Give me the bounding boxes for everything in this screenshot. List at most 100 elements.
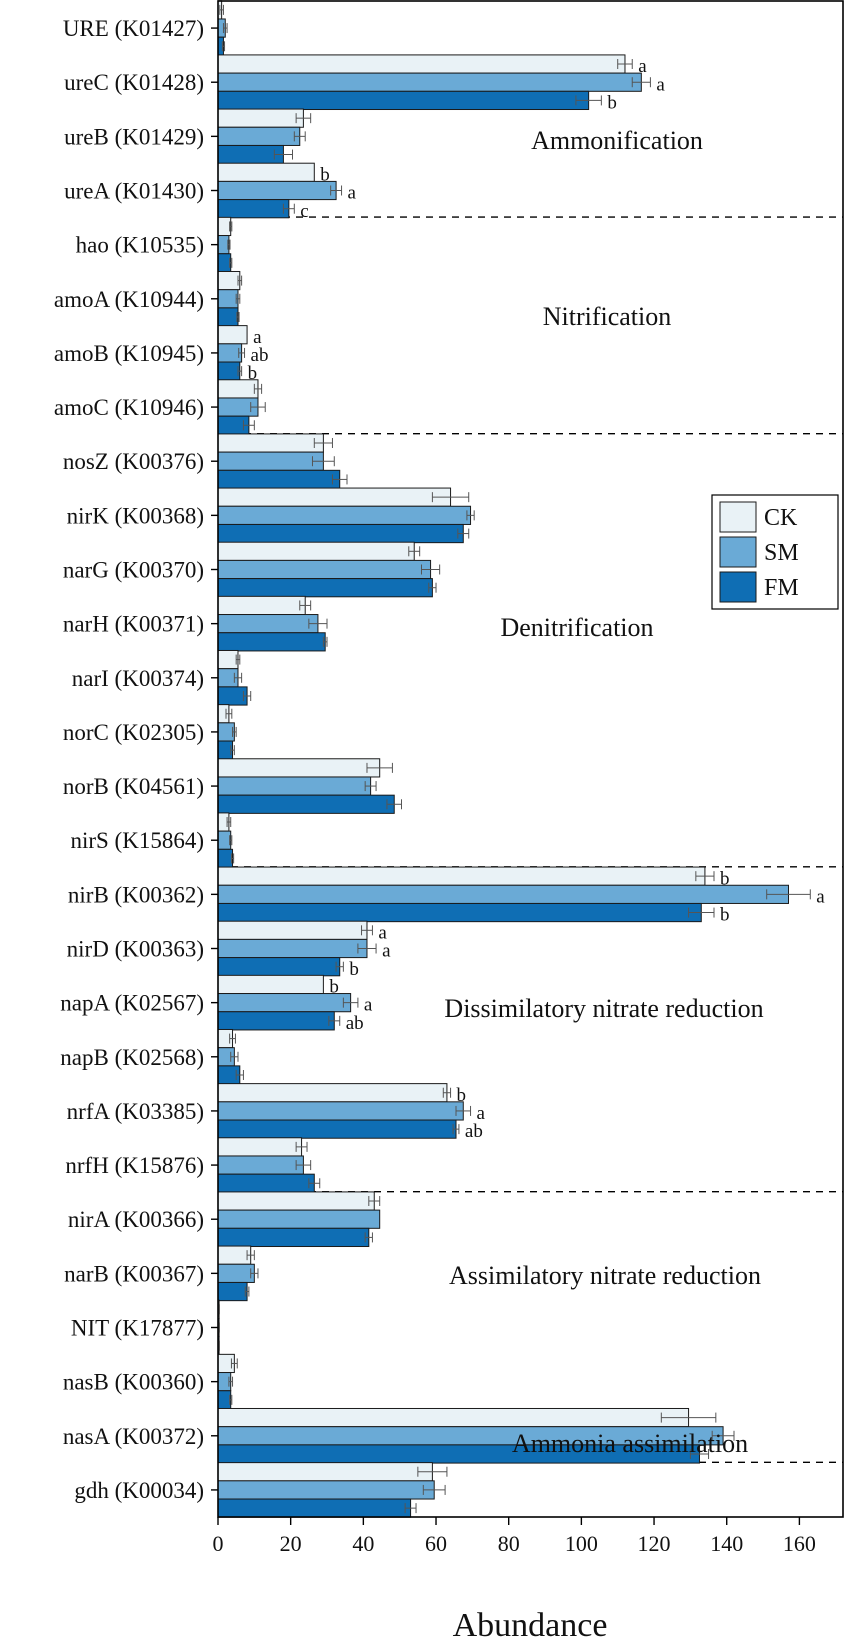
- bar-sm: [217, 1155, 304, 1175]
- bar-ck: [217, 595, 306, 616]
- gene-label: narG (K00370): [63, 558, 204, 583]
- bar-fm: [217, 199, 290, 219]
- significance-label: b: [329, 977, 339, 998]
- significance-label: b: [720, 868, 730, 889]
- bar-ck: [217, 54, 626, 74]
- x-tick-label: 140: [710, 1531, 743, 1556]
- bar-fm: [217, 578, 433, 598]
- gene-label: nirB (K00362): [68, 882, 204, 907]
- bar-ck: [217, 162, 315, 182]
- bar-ck: [217, 649, 239, 670]
- bar-ck: [217, 1462, 433, 1482]
- significance-label: a: [348, 183, 357, 204]
- legend-swatch-sm: [719, 536, 757, 568]
- bar-fm: [217, 523, 464, 544]
- bar-sm: [217, 505, 472, 525]
- significance-label: a: [638, 56, 647, 77]
- bar-fm: [217, 1119, 457, 1139]
- gene-label: napA (K02567): [60, 991, 204, 1016]
- gene-label: norC (K02305): [63, 720, 204, 745]
- bar-fm: [217, 1227, 370, 1248]
- bar-fm: [217, 90, 590, 111]
- bar-sm: [217, 614, 319, 634]
- bar-fm: [217, 469, 341, 490]
- bar-ck: [217, 216, 232, 237]
- bar-fm: [217, 253, 232, 273]
- legend-label: CK: [764, 505, 798, 531]
- bar-ck: [217, 487, 452, 507]
- gene-label: URE (K01427): [63, 16, 204, 41]
- bar-fm: [217, 1390, 232, 1410]
- bar-sm: [217, 235, 230, 255]
- plot-frame: [217, 0, 844, 1518]
- bar-fm: [217, 632, 326, 652]
- gene-label: nirS (K15864): [70, 828, 204, 853]
- group-label: Dissimilatory nitrate reduction: [444, 994, 763, 1023]
- gene-label: nosZ (K00376): [63, 449, 204, 474]
- significance-label: a: [477, 1103, 486, 1124]
- significance-label: ab: [465, 1121, 483, 1142]
- x-axis-title: Abundance: [453, 1607, 608, 1644]
- bar-sm: [217, 72, 642, 92]
- bar-ck: [217, 974, 324, 995]
- x-tick-label: 120: [638, 1531, 671, 1556]
- gene-label: amoB (K10945): [54, 341, 204, 366]
- bar-fm: [217, 1281, 248, 1302]
- bar-sm: [217, 938, 368, 959]
- gene-label: nasA (K00372): [63, 1424, 204, 1449]
- gene-label: nirA (K00366): [68, 1207, 204, 1232]
- bar-sm: [217, 1209, 381, 1229]
- bar-ck: [217, 108, 304, 128]
- bar-sm: [217, 343, 243, 363]
- bar-fm: [217, 1011, 335, 1031]
- bar-fm: [217, 957, 341, 977]
- bar-ck: [217, 1407, 690, 1428]
- gene-label: nrfA (K03385): [67, 1099, 204, 1124]
- gene-label: gdh (K00034): [74, 1478, 204, 1503]
- group-label: Ammonification: [531, 126, 703, 155]
- legend-label: FM: [764, 575, 799, 601]
- group-label: Ammonia assimilation: [512, 1429, 748, 1458]
- x-tick-label: 100: [565, 1531, 598, 1556]
- bar-sm: [217, 776, 372, 796]
- significance-label: c: [300, 201, 308, 222]
- gene-label: nrfH (K15876): [65, 1153, 204, 1178]
- gene-label: amoA (K10944): [54, 287, 204, 312]
- significance-label: b: [349, 959, 359, 980]
- x-tick-label: 0: [213, 1531, 224, 1556]
- x-tick-label: 160: [783, 1531, 816, 1556]
- bar-sm: [217, 451, 324, 471]
- bar-fm: [217, 144, 284, 165]
- gene-label: napB (K02568): [60, 1045, 204, 1070]
- gene-label: norB (K04561): [63, 774, 204, 799]
- gene-label: hao (K10535): [76, 233, 204, 258]
- x-tick-label: 20: [280, 1531, 302, 1556]
- legend-swatch-fm: [719, 571, 757, 603]
- significance-label: a: [816, 886, 825, 907]
- x-axis: 0 20 40 60 80 100 120 140 160: [213, 1517, 816, 1556]
- gene-labels: URE (K01427) ureC (K01428) ureB (K01429) ur…: [54, 16, 218, 1503]
- bar-sm: [217, 722, 235, 742]
- bar-ck: [217, 1083, 448, 1103]
- bar-fm: [217, 794, 395, 814]
- group-label: Denitrification: [500, 613, 653, 642]
- bar-sm: [217, 180, 337, 201]
- gene-label: ureA (K01430): [64, 179, 204, 204]
- x-tick-label: 40: [352, 1531, 374, 1556]
- bar-fm: [217, 848, 234, 869]
- significance-label: ab: [346, 1013, 364, 1034]
- bar-ck: [217, 866, 706, 886]
- bar-ck: [217, 270, 241, 291]
- x-tick-label: 80: [498, 1531, 520, 1556]
- gene-label: nirK (K00368): [67, 503, 204, 528]
- bar-sm: [217, 1480, 435, 1500]
- bar-marks: [217, 0, 789, 1518]
- gene-label: ureC (K01428): [64, 70, 204, 95]
- significance-label: ab: [251, 345, 269, 366]
- legend: CK SM FM: [711, 494, 839, 610]
- significance-label: a: [656, 74, 665, 95]
- significance-label: a: [378, 922, 387, 943]
- bar-ck: [217, 758, 381, 778]
- bar-ck: [217, 541, 415, 561]
